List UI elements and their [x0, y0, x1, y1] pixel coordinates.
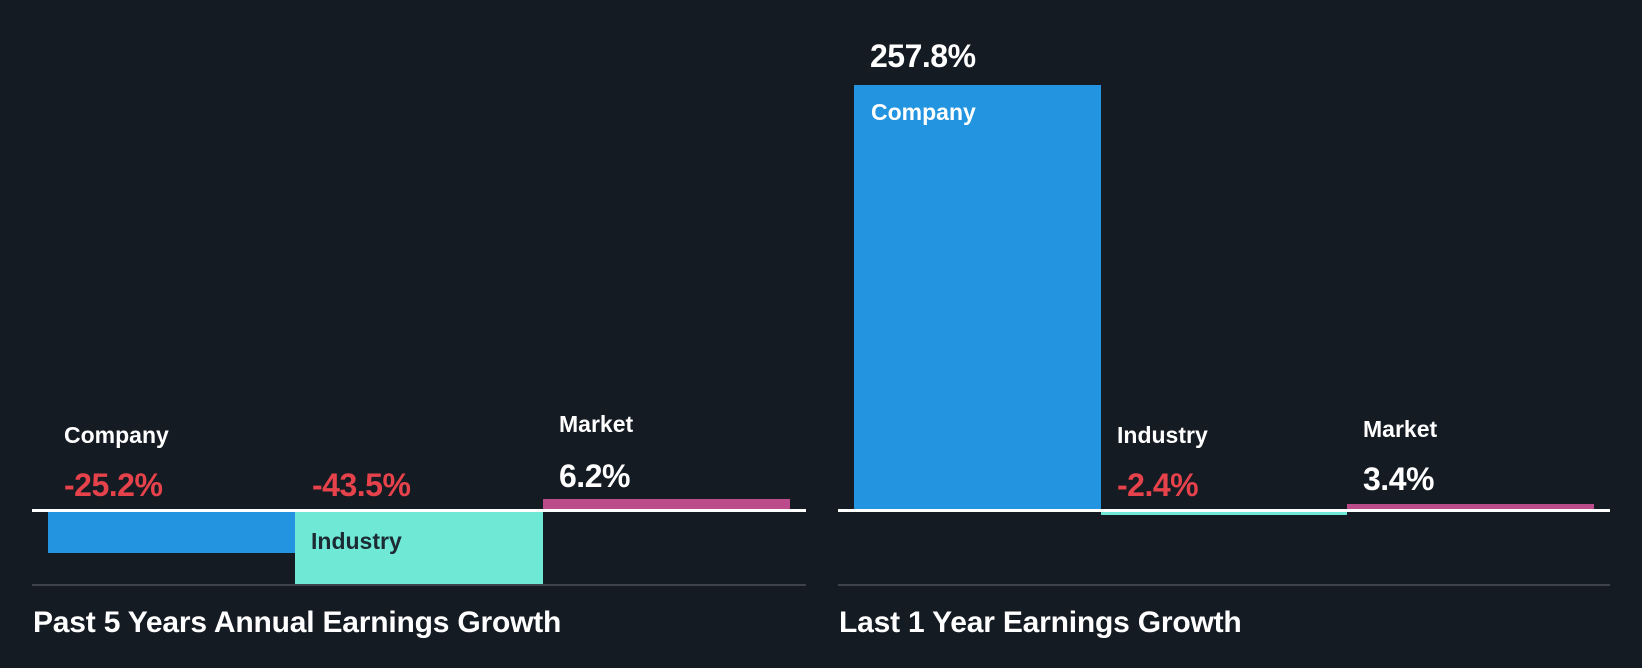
company-bar	[48, 510, 295, 553]
zero-baseline	[838, 509, 1610, 512]
company-label: Company	[64, 422, 169, 448]
industry-label: Industry	[311, 528, 402, 554]
industry-bar	[1101, 510, 1347, 515]
market-bar	[543, 499, 790, 510]
industry-value: -43.5%	[312, 467, 411, 503]
market-bar	[1347, 504, 1594, 510]
last-1-year-earnings-growth-chart: 257.8% Company Industry -2.4% Market 3.4…	[838, 0, 1610, 668]
company-value: 257.8%	[870, 38, 976, 74]
chart-title: Last 1 Year Earnings Growth	[839, 606, 1242, 639]
company-bar	[854, 85, 1101, 510]
industry-bar	[295, 510, 543, 584]
past-5-years-earnings-growth-chart: Company -25.2% Industry -43.5% Market 6.…	[32, 0, 806, 668]
industry-label: Industry	[1117, 422, 1208, 448]
market-value: 3.4%	[1363, 461, 1434, 497]
zero-baseline	[32, 509, 806, 512]
company-value: -25.2%	[64, 467, 163, 503]
chart-title: Past 5 Years Annual Earnings Growth	[33, 606, 562, 639]
market-value: 6.2%	[559, 458, 630, 494]
axis-line	[32, 584, 806, 586]
axis-line	[838, 584, 1610, 586]
market-label: Market	[1363, 416, 1438, 442]
market-label: Market	[559, 411, 634, 437]
company-label: Company	[871, 99, 976, 125]
industry-value: -2.4%	[1117, 467, 1199, 503]
